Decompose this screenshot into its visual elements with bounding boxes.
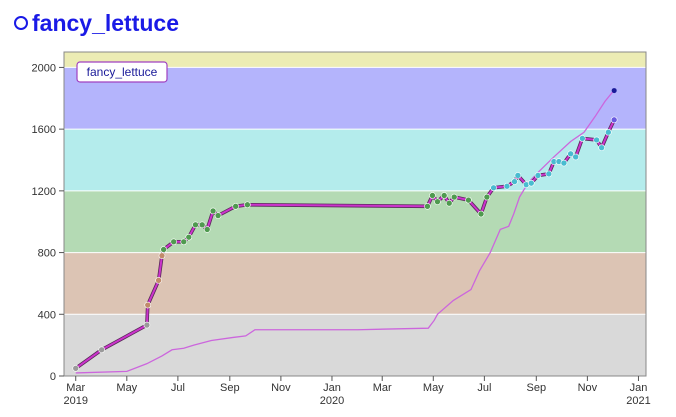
data-point [232,202,239,210]
x-tick-label: Mar [66,382,85,394]
page-title-text: fancy_lettuce [32,9,180,36]
x-tick-label: May [423,382,444,394]
y-tick-label: 2000 [32,62,56,74]
data-point [429,192,436,199]
data-point [203,226,211,233]
legend-label: fancy_lettuce [87,65,158,79]
data-point [158,252,166,259]
x-tick-label: Jul [477,382,491,394]
x-tick-label: Jan [323,382,341,394]
data-point [610,116,618,124]
data-point [598,144,605,151]
data-point [483,193,491,201]
band-3 [64,129,646,191]
legend-box [76,61,168,83]
data-point [445,199,453,207]
data-point [545,170,553,178]
data-point [450,193,458,201]
x-tick-year-label: 2020 [320,395,344,407]
data-point [180,238,188,246]
page-title: fancy_lettuce [14,6,179,40]
data-point [192,221,199,229]
band-0 [64,314,646,376]
data-point [560,159,568,167]
y-tick-label: 400 [38,309,56,321]
data-point [185,233,193,241]
x-tick-label: Mar [373,382,392,394]
y-tick-label: 1200 [32,186,56,198]
data-point [72,364,80,372]
x-tick-label: Jul [171,382,185,394]
data-point [424,202,431,210]
band-layer [64,52,646,376]
data-point [503,182,511,190]
data-point [170,238,178,246]
data-point [160,246,167,253]
y-tick-label: 800 [38,248,56,260]
x-tick-year-label: 2019 [63,395,87,407]
data-point [214,212,222,219]
data-point [567,150,574,158]
data-point [440,192,448,199]
data-point [155,277,162,284]
data-point [572,153,579,161]
data-point [605,128,612,136]
x-tick-label: May [116,382,137,394]
x-tick-label: Sep [527,382,547,394]
data-point [465,196,472,204]
series-layer [72,88,618,374]
data-point [527,179,535,187]
band-2 [64,190,646,253]
x-tick-label: Jan [630,382,648,394]
data-point [143,321,151,329]
data-point [209,207,217,215]
x-tick-label: Sep [220,382,240,394]
band-1 [64,252,646,315]
y-tick-label: 1600 [32,124,56,136]
data-point [579,135,586,142]
circle-icon [14,16,28,30]
chart-legend: fancy_lettuce [76,61,168,83]
data-point [98,346,105,354]
data-point [198,221,206,229]
x-tick-year-label: 2021 [626,395,650,407]
series-end-point [611,88,617,94]
plot-frame [63,51,647,377]
data-point [144,301,152,309]
y-tick-label: 0 [50,371,56,383]
x-tick-label: Nov [271,382,291,394]
x-tick-label: Nov [578,382,598,394]
data-point [244,201,251,209]
data-point [477,210,485,218]
data-point [511,178,518,185]
data-point [490,184,497,192]
band-5 [64,52,646,68]
data-point [593,136,600,144]
data-point [534,172,542,179]
data-point [514,172,522,179]
series-line-secondary [75,91,614,374]
data-point [434,198,441,205]
